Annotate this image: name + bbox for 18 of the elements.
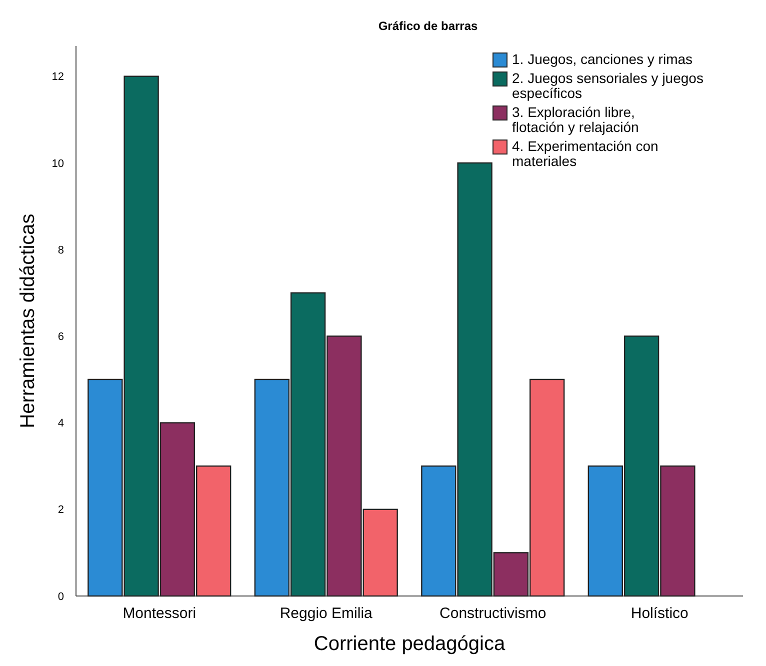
legend-label: 3. Exploración libre, flotación y relajación [512, 104, 639, 135]
legend-label: 2. Juegos sensoriales y juegos específicos [512, 70, 704, 101]
x-tick-label: Montessori [122, 605, 196, 622]
y-tick-label: 6 [58, 331, 64, 344]
y-tick-label: 0 [58, 590, 64, 603]
x-axis-title: Corriente pedagógica [314, 633, 506, 655]
chart-title: Gráfico de barras [378, 19, 478, 33]
x-tick-label: Constructivismo [440, 605, 546, 622]
legend-label: 4. Experimentación con materiales [512, 138, 658, 169]
y-tick-label: 10 [52, 158, 64, 170]
y-tick-label: 8 [58, 244, 64, 256]
legend-label: 1. Juegos, canciones y rimas [512, 51, 693, 67]
x-tick-label: Reggio Emilia [280, 605, 374, 622]
y-tick-label: 2 [58, 504, 64, 516]
y-tick-label: 12 [52, 71, 64, 84]
x-tick-label: Holístico [630, 605, 688, 622]
y-axis-title: Herramientas didácticas [17, 214, 39, 428]
y-tick-label: 4 [58, 418, 64, 430]
